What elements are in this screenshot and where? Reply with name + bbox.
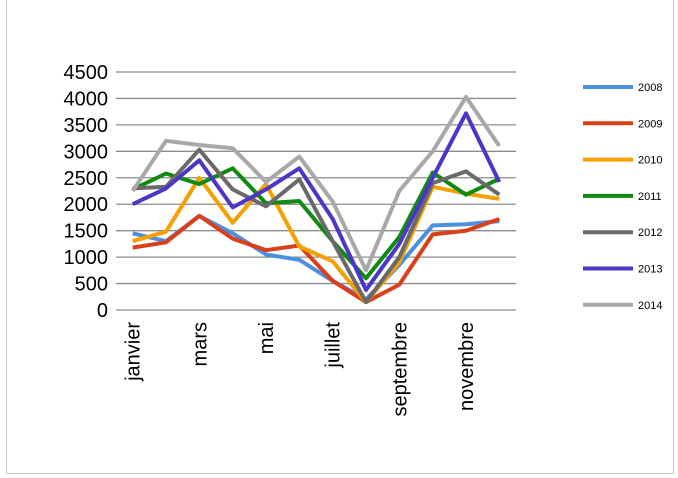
y-tick-label: 2000 [64, 194, 109, 216]
legend-label: 2009 [638, 118, 662, 130]
y-tick-label: 3000 [64, 141, 109, 163]
y-tick-label: 1500 [64, 221, 109, 243]
x-tick-label: septembre [389, 322, 411, 417]
legend-label: 2010 [638, 155, 662, 167]
y-tick-label: 4000 [64, 88, 109, 110]
series-line-2012 [132, 147, 501, 305]
series-line-2010 [132, 175, 500, 305]
gridlines [116, 71, 516, 311]
x-tick-label: novembre [456, 322, 478, 411]
x-tick-label: mars [189, 322, 211, 366]
y-tick-label: 3500 [64, 115, 109, 137]
y-tick-label: 2500 [64, 168, 109, 190]
legend-label: 2011 [638, 191, 662, 203]
legend-label: 2008 [638, 82, 662, 94]
y-tick-label: 0 [97, 300, 108, 322]
series-lines [131, 94, 502, 305]
legend: 2008 2009 2010 2011 2012 2013 2014 [583, 82, 662, 312]
x-tick-label: mai [256, 322, 278, 354]
x-axis-ticks: janvier mars mai juillet septembre novembre [123, 322, 478, 417]
y-axis-ticks: 0 500 1000 1500 2000 2500 3000 3500 4000 4500 [64, 62, 109, 322]
series-line-2009 [132, 213, 500, 305]
series-line-2011 [131, 166, 501, 281]
legend-label: 2013 [638, 264, 662, 276]
series-line-2013 [131, 111, 502, 292]
y-tick-label: 500 [75, 274, 108, 296]
y-tick-label: 1000 [64, 247, 109, 269]
legend-label: 2012 [638, 227, 662, 239]
x-tick-label: janvier [123, 322, 145, 382]
legend-label: 2014 [638, 300, 662, 312]
x-tick-label: juillet [323, 322, 345, 369]
y-tick-label: 4500 [64, 62, 109, 84]
series-line-2014 [131, 94, 501, 273]
